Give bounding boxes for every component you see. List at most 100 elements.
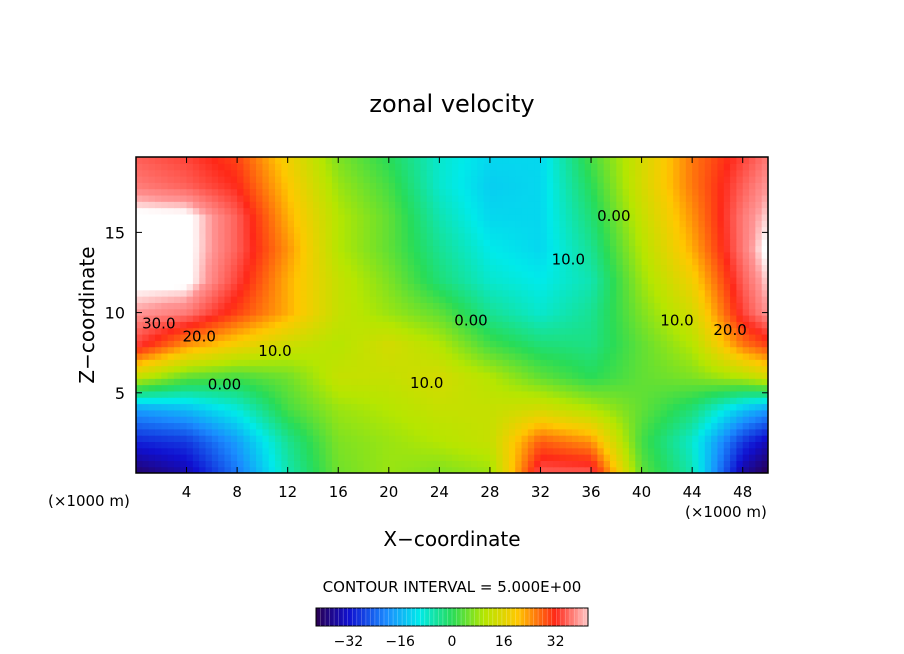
heatmap-cell bbox=[414, 251, 421, 259]
heatmap-cell bbox=[572, 188, 579, 196]
heatmap-cell bbox=[515, 251, 523, 259]
heatmap-cell bbox=[654, 409, 662, 417]
heatmap-cell bbox=[458, 289, 466, 297]
heatmap-cell bbox=[717, 277, 725, 284]
heatmap-cell bbox=[553, 245, 561, 253]
heatmap-cell bbox=[597, 409, 605, 417]
heatmap-cell bbox=[654, 194, 662, 202]
heatmap-cell bbox=[685, 403, 693, 411]
heatmap-cell bbox=[180, 447, 188, 455]
heatmap-cell bbox=[319, 220, 327, 228]
heatmap-cell bbox=[553, 296, 561, 303]
heatmap-cell bbox=[268, 226, 276, 234]
heatmap-cell bbox=[407, 264, 415, 272]
heatmap-cell bbox=[755, 213, 763, 221]
heatmap-cell bbox=[275, 232, 282, 240]
heatmap-cell bbox=[173, 270, 181, 278]
heatmap-cell bbox=[565, 365, 573, 373]
heatmap-cell bbox=[249, 283, 257, 291]
heatmap-cell bbox=[578, 466, 586, 473]
heatmap-cell bbox=[591, 454, 598, 461]
heatmap-cell bbox=[167, 232, 175, 240]
heatmap-cell bbox=[679, 296, 687, 303]
heatmap-cell bbox=[325, 232, 333, 240]
heatmap-cell bbox=[572, 251, 579, 259]
heatmap-cell bbox=[452, 390, 459, 398]
heatmap-cell bbox=[300, 416, 308, 424]
heatmap-cell bbox=[622, 441, 630, 449]
heatmap-cell bbox=[388, 157, 396, 164]
heatmap-cell bbox=[489, 188, 497, 196]
heatmap-cell bbox=[755, 397, 763, 405]
heatmap-cell bbox=[464, 163, 472, 171]
heatmap-cell bbox=[559, 258, 567, 266]
heatmap-cell bbox=[344, 435, 352, 442]
heatmap-cell bbox=[243, 327, 251, 335]
heatmap-cell bbox=[483, 390, 491, 398]
heatmap-cell bbox=[167, 352, 175, 360]
heatmap-cell bbox=[736, 163, 744, 171]
heatmap-cell bbox=[344, 194, 352, 202]
heatmap-cell bbox=[553, 397, 561, 405]
heatmap-cell bbox=[319, 239, 327, 247]
heatmap-cell bbox=[136, 226, 143, 234]
heatmap-cell bbox=[584, 213, 592, 221]
heatmap-cell bbox=[180, 327, 188, 335]
heatmap-cell bbox=[439, 157, 447, 164]
heatmap-cell bbox=[186, 390, 194, 398]
heatmap-cell bbox=[331, 422, 339, 430]
heatmap-cell bbox=[483, 441, 491, 449]
heatmap-cell bbox=[742, 194, 750, 202]
heatmap-cell bbox=[540, 163, 548, 171]
heatmap-cell bbox=[723, 277, 731, 284]
heatmap-cell bbox=[211, 333, 219, 341]
heatmap-cell bbox=[300, 403, 308, 411]
heatmap-cell bbox=[470, 397, 478, 405]
heatmap-cell bbox=[452, 239, 459, 247]
heatmap-cell bbox=[628, 435, 636, 442]
heatmap-cell bbox=[635, 340, 643, 348]
heatmap-cell bbox=[508, 333, 516, 341]
heatmap-cell bbox=[338, 251, 346, 259]
heatmap-cell bbox=[224, 213, 232, 221]
heatmap-cell bbox=[673, 466, 681, 473]
heatmap-cell bbox=[622, 157, 630, 164]
heatmap-cell bbox=[433, 220, 440, 228]
heatmap-cell bbox=[407, 454, 415, 461]
heatmap-cell bbox=[692, 169, 700, 177]
heatmap-cell bbox=[439, 289, 447, 297]
heatmap-cell bbox=[559, 169, 567, 177]
heatmap-cell bbox=[521, 302, 529, 310]
heatmap-cell bbox=[502, 384, 510, 392]
heatmap-cell bbox=[237, 302, 245, 310]
heatmap-cell bbox=[502, 441, 510, 449]
heatmap-cell bbox=[616, 182, 624, 190]
heatmap-cell bbox=[660, 296, 668, 303]
heatmap-cell bbox=[527, 441, 535, 449]
heatmap-cell bbox=[142, 201, 150, 209]
heatmap-cell bbox=[369, 226, 377, 234]
heatmap-cell bbox=[717, 220, 725, 228]
heatmap-cell bbox=[515, 289, 523, 297]
heatmap-cell bbox=[660, 390, 668, 398]
heatmap-cell bbox=[294, 435, 301, 442]
heatmap-cell bbox=[692, 435, 700, 442]
heatmap-cell bbox=[635, 163, 643, 171]
heatmap-cell bbox=[142, 277, 150, 284]
heatmap-cell bbox=[186, 251, 194, 259]
heatmap-cell bbox=[635, 220, 643, 228]
heatmap-cell bbox=[502, 466, 510, 473]
heatmap-cell bbox=[666, 182, 674, 190]
heatmap-cell bbox=[294, 175, 301, 183]
heatmap-cell bbox=[508, 460, 516, 468]
heatmap-cell bbox=[363, 428, 371, 436]
heatmap-cell bbox=[414, 258, 421, 266]
heatmap-cell bbox=[319, 327, 327, 335]
heatmap-cell bbox=[433, 384, 440, 392]
heatmap-cell bbox=[439, 188, 447, 196]
heatmap-cell bbox=[407, 447, 415, 455]
heatmap-cell bbox=[489, 264, 497, 272]
heatmap-cell bbox=[287, 371, 295, 379]
heatmap-cell bbox=[249, 308, 257, 316]
heatmap-cell bbox=[730, 441, 737, 449]
